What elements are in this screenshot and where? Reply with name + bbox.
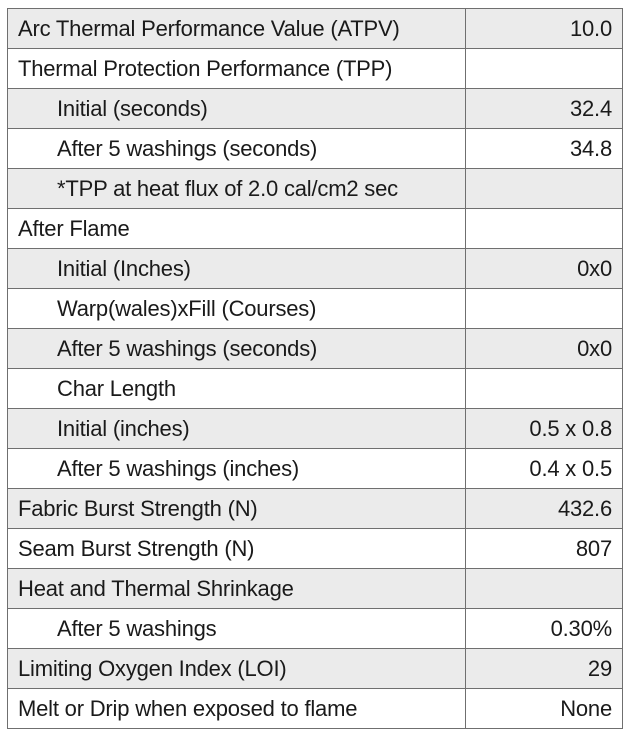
specifications-table-body: Arc Thermal Performance Value (ATPV) 10.… [7,8,623,729]
row-value [465,288,623,329]
row-value: 32.4 [465,88,623,129]
row-value: 0.30% [465,608,623,649]
table-row: Heat and Thermal Shrinkage [7,568,623,609]
row-value: 0x0 [465,248,623,289]
row-value: 10.0 [465,8,623,49]
table-row: Warp(wales)xFill (Courses) [7,288,623,329]
row-label: Seam Burst Strength (N) [7,528,466,569]
row-value [465,208,623,249]
table-row: Initial (inches) 0.5 x 0.8 [7,408,623,449]
table-row: Thermal Protection Performance (TPP) [7,48,623,89]
row-value: 432.6 [465,488,623,529]
table-row: Fabric Burst Strength (N) 432.6 [7,488,623,529]
table-row: After 5 washings 0.30% [7,608,623,649]
row-label: Arc Thermal Performance Value (ATPV) [7,8,466,49]
table-row: Melt or Drip when exposed to flame None [7,688,623,729]
row-value: 34.8 [465,128,623,169]
row-label: After 5 washings (seconds) [7,328,466,369]
row-value [465,368,623,409]
specifications-table: Arc Thermal Performance Value (ATPV) 10.… [7,8,623,729]
table-row: Initial (Inches) 0x0 [7,248,623,289]
row-label: Initial (inches) [7,408,466,449]
row-label: Char Length [7,368,466,409]
table-row: Char Length [7,368,623,409]
table-row: Seam Burst Strength (N) 807 [7,528,623,569]
row-label: Thermal Protection Performance (TPP) [7,48,466,89]
row-value: None [465,688,623,729]
table-row: After 5 washings (seconds) 34.8 [7,128,623,169]
row-value: 807 [465,528,623,569]
row-label: Fabric Burst Strength (N) [7,488,466,529]
table-row: Initial (seconds) 32.4 [7,88,623,129]
row-label: After 5 washings (inches) [7,448,466,489]
table-row: Limiting Oxygen Index (LOI) 29 [7,648,623,689]
row-value [465,48,623,89]
row-label: Initial (Inches) [7,248,466,289]
row-label: After Flame [7,208,466,249]
row-label: After 5 washings [7,608,466,649]
table-row: After 5 washings (inches) 0.4 x 0.5 [7,448,623,489]
row-value [465,568,623,609]
row-value [465,168,623,209]
row-value: 0.5 x 0.8 [465,408,623,449]
row-label: After 5 washings (seconds) [7,128,466,169]
row-label: Melt or Drip when exposed to flame [7,688,466,729]
row-label: Limiting Oxygen Index (LOI) [7,648,466,689]
row-label: Heat and Thermal Shrinkage [7,568,466,609]
row-label: Warp(wales)xFill (Courses) [7,288,466,329]
row-value: 0.4 x 0.5 [465,448,623,489]
table-row: Arc Thermal Performance Value (ATPV) 10.… [7,8,623,49]
row-label: *TPP at heat flux of 2.0 cal/cm2 sec [7,168,466,209]
table-row: After 5 washings (seconds) 0x0 [7,328,623,369]
row-label: Initial (seconds) [7,88,466,129]
table-row: After Flame [7,208,623,249]
row-value: 0x0 [465,328,623,369]
row-value: 29 [465,648,623,689]
table-row: *TPP at heat flux of 2.0 cal/cm2 sec [7,168,623,209]
